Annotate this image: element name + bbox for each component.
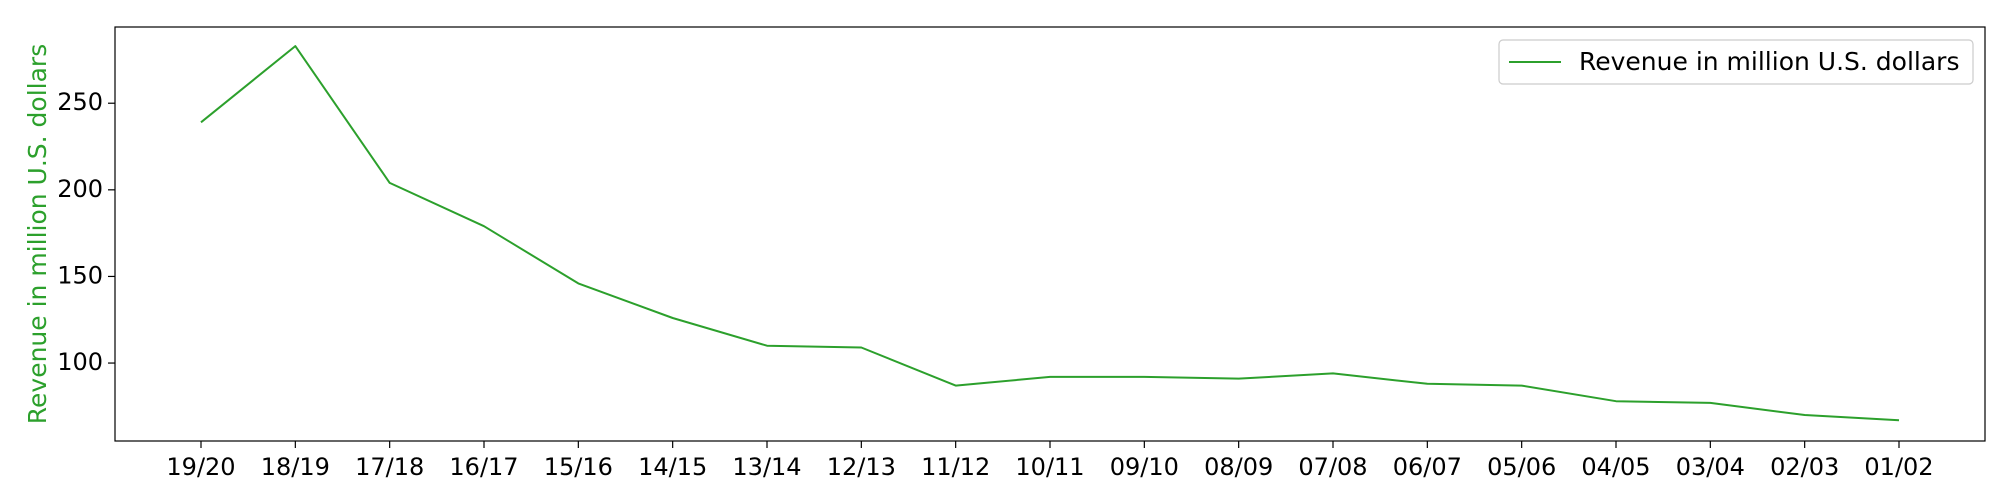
legend-box	[1498, 39, 1974, 85]
x-tick-label: 07/08	[1298, 453, 1367, 481]
x-tick-label: 01/02	[1864, 453, 1933, 481]
x-tick-label: 08/09	[1204, 453, 1273, 481]
x-tick-label: 02/03	[1770, 453, 1839, 481]
x-tick-label: 12/13	[827, 453, 896, 481]
x-tick-label: 04/05	[1581, 453, 1650, 481]
x-tick-label: 13/14	[732, 453, 801, 481]
y-tick-label: 250	[57, 88, 103, 116]
x-tick-label: 14/15	[638, 453, 707, 481]
x-tick-label: 17/18	[355, 453, 424, 481]
x-tick-label: 11/12	[921, 453, 990, 481]
y-tick-label: 100	[57, 348, 103, 376]
x-tick-label: 19/20	[166, 453, 235, 481]
x-tick-label: 16/17	[449, 453, 518, 481]
legend: Revenue in million U.S. dollars	[1498, 39, 1974, 85]
x-tick-label: 05/06	[1487, 453, 1556, 481]
x-tick-label: 09/10	[1110, 453, 1179, 481]
y-tick-label: 150	[57, 261, 103, 289]
series-line	[200, 45, 1900, 422]
x-tick-label: 18/19	[261, 453, 330, 481]
x-tick-label: 10/11	[1015, 453, 1084, 481]
x-tick-label: 03/04	[1676, 453, 1745, 481]
legend-label: Revenue in million U.S. dollars	[1579, 47, 1959, 76]
x-tick-label: 15/16	[544, 453, 613, 481]
y-axis-title: Revenue in million U.S. dollars	[23, 44, 52, 424]
y-tick-label: 200	[57, 175, 103, 203]
plot-area: 100 150 200 250 19/20 18/19 17/18 16/17 15/16 14/…	[57, 26, 1986, 481]
x-tick-label: 06/07	[1393, 453, 1462, 481]
